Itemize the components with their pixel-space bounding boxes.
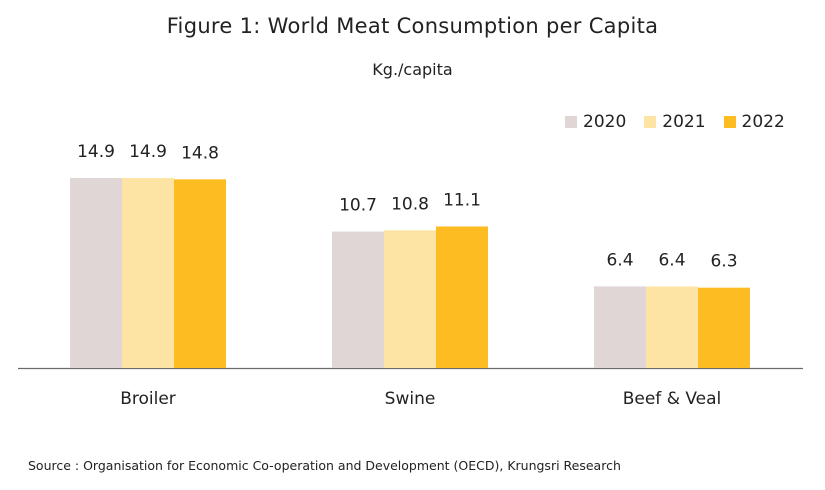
legend: 2020 2021 2022	[565, 112, 785, 132]
legend-swatch-2020	[565, 116, 577, 128]
data-label-broiler-2022: 14.8	[181, 143, 219, 163]
legend-label-2022: 2022	[741, 112, 785, 132]
bar-beef-veal-2020	[594, 286, 646, 368]
bar-swine-2020	[332, 231, 384, 368]
legend-swatch-2022	[723, 116, 736, 128]
legend-item-2022: 2022	[723, 112, 785, 132]
source-note: Source : Organisation for Economic Co-op…	[28, 458, 621, 473]
bar-swine-2022	[436, 226, 488, 368]
data-label-beef-veal-2020: 6.4	[606, 250, 633, 270]
legend-swatch-2021	[644, 116, 657, 128]
legend-label-2020: 2020	[583, 112, 627, 132]
bar-broiler-2021	[122, 178, 174, 368]
data-label-broiler-2021: 14.9	[129, 142, 167, 162]
legend-item-2020: 2020	[565, 112, 626, 132]
data-label-beef-veal-2022: 6.3	[710, 252, 737, 272]
chart-title: Figure 1: World Meat Consumption per Cap…	[166, 14, 659, 38]
bar-broiler-2022	[174, 179, 226, 368]
legend-item-2021: 2021	[644, 112, 706, 132]
x-tick-label-beef-veal: Beef & Veal	[623, 389, 722, 409]
data-label-swine-2020: 10.7	[339, 196, 377, 216]
bar-beef-veal-2021	[646, 286, 698, 368]
data-label-swine-2021: 10.8	[391, 194, 429, 214]
bar-beef-veal-2022	[698, 287, 750, 368]
data-label-broiler-2020: 14.9	[77, 142, 115, 162]
x-tick-label-broiler: Broiler	[120, 389, 176, 409]
chart-subtitle: Kg./capita	[372, 60, 453, 79]
bar-swine-2021	[384, 230, 436, 368]
x-tick-label-swine: Swine	[385, 389, 436, 409]
data-label-swine-2022: 11.1	[443, 190, 481, 210]
legend-label-2021: 2021	[662, 112, 706, 132]
bar-broiler-2020	[70, 178, 122, 368]
data-label-beef-veal-2021: 6.4	[658, 250, 685, 270]
